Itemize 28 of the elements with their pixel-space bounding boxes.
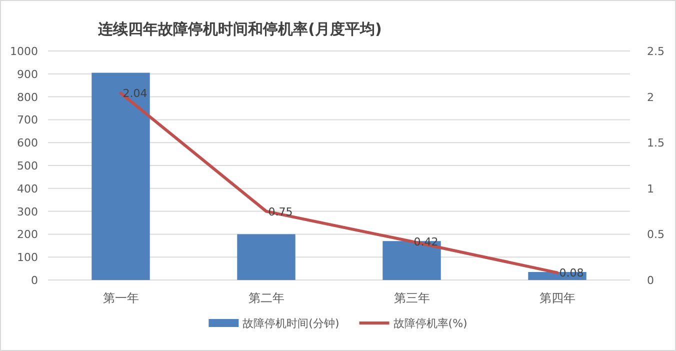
y-tick-label: 400 bbox=[17, 182, 38, 196]
y2-tick-label: 1.5 bbox=[647, 136, 664, 150]
data-label: 0.42 bbox=[414, 236, 438, 249]
bar bbox=[92, 72, 150, 280]
legend-label: 故障停机时间(分钟) bbox=[242, 317, 340, 330]
y-tick-label: 0 bbox=[31, 274, 38, 287]
y-tick-label: 600 bbox=[17, 136, 38, 150]
y-tick-label: 100 bbox=[17, 251, 38, 264]
y-tick-label: 500 bbox=[17, 160, 38, 172]
y2-tick-label: 0 bbox=[647, 274, 654, 287]
bar bbox=[237, 234, 296, 280]
x-tick-label: 第一年 bbox=[102, 291, 139, 305]
y2-tick-label: 1 bbox=[647, 182, 654, 196]
chart-title: 连续四年故障停机时间和停机率(月度平均) bbox=[97, 20, 382, 38]
y-tick-label: 800 bbox=[17, 90, 38, 104]
y2-tick-label: 2 bbox=[647, 90, 654, 104]
y-tick-label: 1000 bbox=[10, 45, 38, 58]
y-tick-label: 300 bbox=[17, 205, 38, 218]
legend-label: 故障停机率(%) bbox=[393, 317, 468, 330]
x-tick-label: 第二年 bbox=[248, 291, 284, 305]
y-tick-label: 200 bbox=[17, 228, 38, 242]
data-label: 2.04 bbox=[122, 87, 148, 100]
y2-tick-label: 0.5 bbox=[647, 228, 664, 242]
y-tick-label: 900 bbox=[17, 68, 38, 81]
x-tick-label: 第三年 bbox=[394, 291, 430, 305]
y-tick-label: 700 bbox=[17, 114, 38, 127]
x-tick-label: 第四年 bbox=[539, 291, 576, 305]
y2-tick-label: 2.5 bbox=[647, 45, 664, 58]
